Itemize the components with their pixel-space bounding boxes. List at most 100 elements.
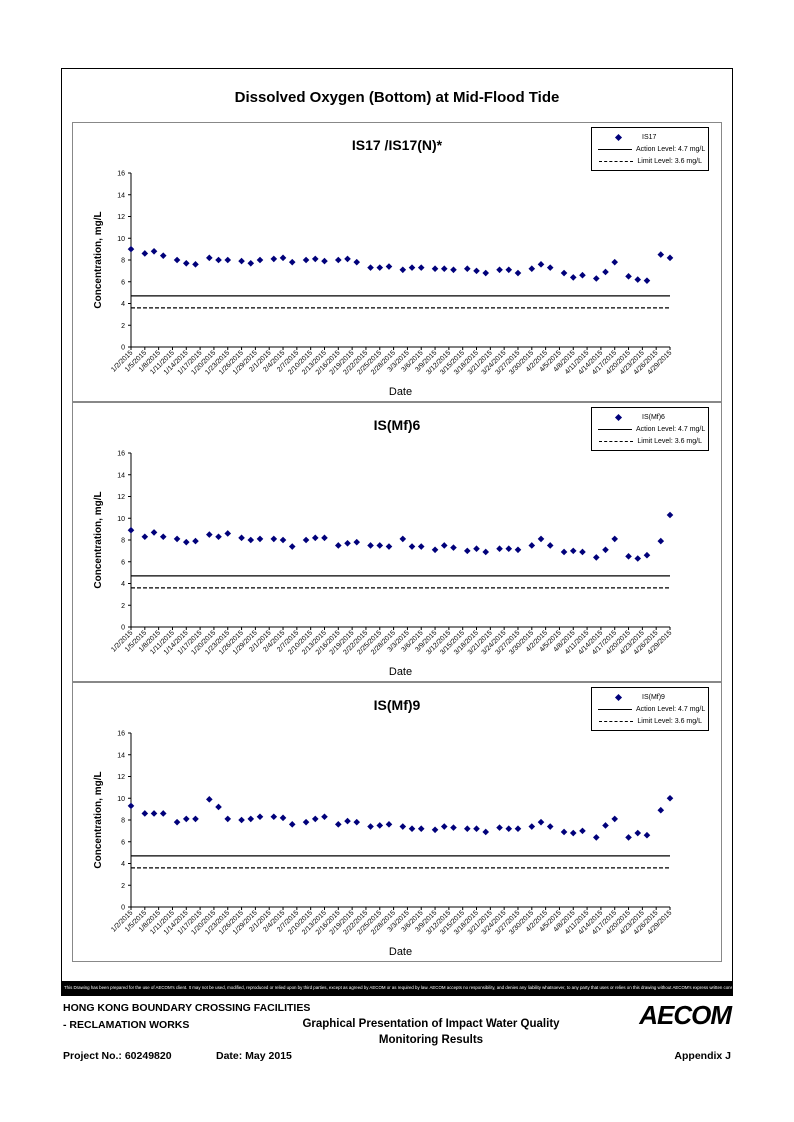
data-point (569, 274, 577, 281)
data-point (224, 530, 232, 537)
y-tick-label: 10 (117, 796, 125, 803)
data-point (569, 547, 577, 555)
data-point (302, 818, 310, 826)
data-point (611, 535, 619, 543)
data-point (192, 815, 199, 823)
data-point (206, 796, 213, 803)
legend-action: Action Level: 4.7 mg/L (598, 143, 705, 155)
y-tick-label: 2 (121, 883, 125, 890)
diamond-marker-icon (598, 133, 638, 141)
data-point (473, 825, 480, 832)
y-tick-label: 12 (117, 494, 125, 501)
data-point (657, 251, 665, 258)
data-point (215, 533, 222, 541)
data-point (150, 810, 158, 817)
x-axis-label: Date (389, 946, 412, 958)
chart-panel-ismf9: 0 2 4 6 8 10 12 14 16 1/2/2015 1/5/2015 1/8/2015 1/1… (72, 682, 722, 962)
legend-series-label: IS(Mf)6 (642, 413, 665, 421)
y-tick-label: 14 (117, 192, 125, 199)
drawing-title-line2: Monitoring Results (378, 1034, 484, 1046)
data-point (173, 535, 181, 543)
data-point (182, 815, 190, 823)
data-point (666, 254, 674, 262)
data-point (150, 248, 158, 255)
data-point (657, 806, 665, 814)
chart-title: IS(Mf)6 (373, 417, 421, 433)
data-point (408, 543, 416, 550)
data-point (247, 815, 255, 823)
data-point (367, 542, 374, 549)
data-point (602, 546, 609, 554)
chart-svg-ismf6: 02468101214161/2/20151/5/20151/8/20151/1… (93, 451, 673, 679)
legend-limit-label: Limit Level: 3.6 mg/L (637, 157, 702, 165)
data-point (463, 547, 471, 555)
data-point (625, 553, 632, 560)
data-point (514, 546, 522, 554)
disclaimer-bar: This Drawing has been prepared for the u… (62, 981, 732, 995)
data-point (344, 817, 351, 825)
data-point (141, 250, 149, 257)
data-point (224, 256, 232, 264)
legend-series-label: IS(Mf)9 (642, 693, 665, 701)
data-point (150, 529, 158, 536)
data-point (321, 813, 328, 821)
data-point (431, 826, 439, 834)
drawing-title: Graphical Presentation of Impact Water Q… (271, 1016, 591, 1048)
data-point (353, 258, 361, 266)
data-point (385, 543, 393, 550)
data-point (288, 821, 296, 828)
project-name-line1: HONG KONG BOUNDARY CROSSING FACILITIES (63, 1002, 311, 1014)
data-point (247, 259, 255, 267)
legend-series: IS(Mf)6 (598, 411, 702, 423)
data-point (279, 536, 287, 544)
data-point (367, 264, 374, 271)
data-point (666, 794, 674, 802)
legend-action: Action Level: 4.7 mg/L (598, 423, 705, 435)
data-point (182, 259, 190, 267)
data-point (288, 258, 296, 266)
y-tick-label: 0 (121, 905, 125, 912)
data-point (215, 256, 222, 264)
legend-action-label: Action Level: 4.7 mg/L (636, 705, 706, 713)
data-point (159, 252, 167, 259)
y-tick-label: 0 (121, 625, 125, 632)
legend-limit: Limit Level: 3.6 mg/L (598, 435, 702, 447)
data-point (182, 538, 190, 546)
data-point (399, 823, 407, 830)
data-point (643, 551, 651, 559)
data-point (238, 534, 245, 542)
y-tick-label: 14 (117, 752, 125, 759)
y-tick-label: 10 (117, 236, 125, 243)
data-point (560, 828, 568, 836)
data-point (376, 822, 384, 829)
data-point (634, 276, 642, 283)
data-point (473, 545, 480, 552)
data-point (440, 265, 448, 272)
data-point (344, 255, 351, 263)
data-point (514, 825, 522, 832)
data-point (625, 273, 632, 280)
data-point (173, 818, 181, 826)
data-point (353, 538, 361, 546)
data-point (270, 255, 278, 263)
project-number: Project No.: 60249820 (63, 1050, 172, 1062)
y-tick-label: 4 (121, 861, 125, 868)
data-point (408, 825, 416, 832)
data-point (173, 256, 181, 264)
data-point (546, 823, 554, 830)
y-tick-label: 16 (117, 451, 125, 458)
data-point (256, 813, 264, 821)
data-point (256, 256, 264, 264)
data-point (279, 254, 287, 262)
data-point (482, 548, 490, 556)
data-point (579, 548, 586, 556)
data-point (141, 533, 149, 541)
data-point (537, 535, 545, 543)
data-point (611, 815, 619, 823)
legend-series: IS(Mf)9 (598, 691, 702, 703)
data-point (238, 816, 245, 824)
data-point (247, 536, 255, 544)
dashed-line-icon (598, 160, 633, 162)
data-point (270, 813, 278, 821)
data-point (353, 818, 361, 826)
